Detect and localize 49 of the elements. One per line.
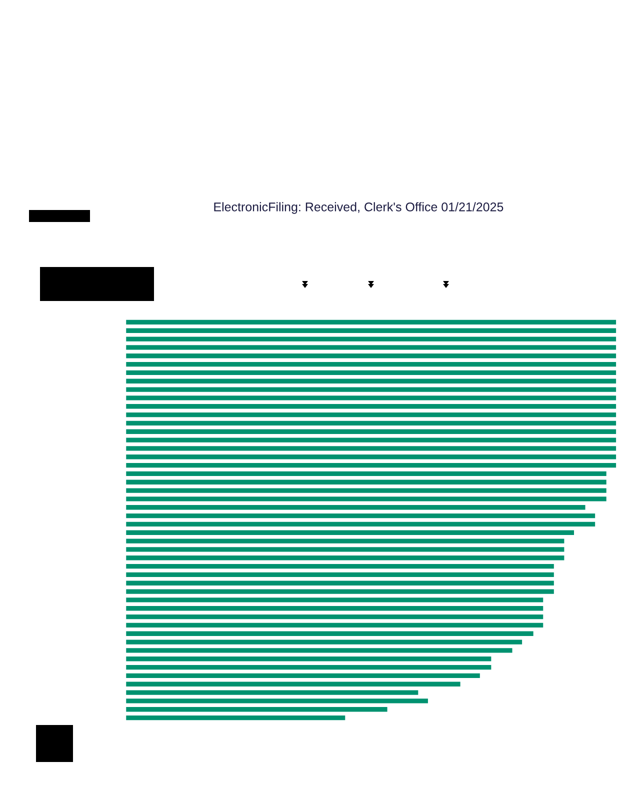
bar [126, 345, 616, 350]
bar [126, 480, 606, 484]
bar [126, 412, 616, 418]
bar [126, 664, 492, 670]
bar [126, 580, 554, 586]
bar [126, 631, 534, 636]
bar [126, 690, 418, 695]
bar [126, 648, 512, 653]
bar [126, 614, 544, 620]
bar [126, 622, 544, 628]
bar [126, 446, 616, 451]
bar [126, 505, 586, 510]
bar [126, 589, 554, 594]
bar [126, 522, 596, 527]
bar [126, 513, 596, 518]
bar [126, 404, 616, 409]
bar [126, 462, 616, 468]
bar [126, 488, 606, 493]
chart-title: ElectronicFiling: Received, Clerk's Office 01/21/2025 [214, 202, 504, 214]
bar [126, 387, 616, 392]
bar [126, 530, 574, 535]
bar [126, 362, 616, 367]
bar [126, 378, 616, 384]
bar [126, 336, 616, 342]
bar [126, 547, 564, 552]
bar [126, 370, 616, 376]
bar [126, 640, 522, 644]
bar [126, 328, 616, 333]
bar [126, 438, 616, 442]
bar [126, 496, 606, 502]
bar [126, 707, 388, 712]
bar [126, 606, 544, 611]
bar [126, 538, 564, 544]
bar [126, 471, 606, 476]
bar [126, 656, 492, 662]
bar [126, 354, 616, 358]
bar [126, 564, 554, 569]
bar [126, 698, 428, 704]
bar [126, 673, 480, 678]
bar [126, 454, 616, 460]
bar [126, 420, 616, 426]
bar [126, 320, 616, 325]
bar [126, 429, 616, 434]
bar [126, 598, 544, 602]
bar [126, 396, 616, 400]
bar [126, 556, 564, 560]
bar [126, 715, 346, 720]
bar [126, 682, 460, 686]
bar [126, 572, 554, 578]
